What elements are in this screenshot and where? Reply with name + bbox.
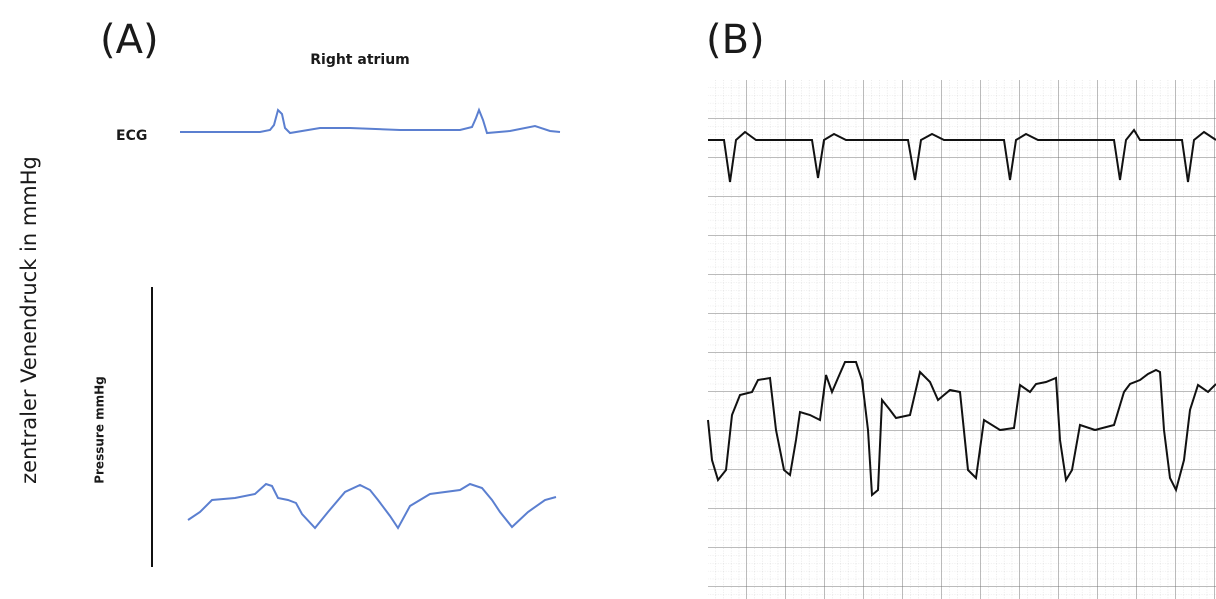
panel-label: (A)	[100, 17, 159, 63]
y-axis-label: zentraler Venendruck in mmHg	[17, 156, 41, 484]
ecg-trace	[180, 110, 560, 133]
axis-label: Pressure mmHg	[93, 376, 107, 484]
grid-paper	[708, 80, 1216, 599]
figure: zentraler Venendruck in mmHg (A) Right a…	[0, 0, 1216, 599]
panel-title: Right atrium	[310, 52, 410, 68]
ecg-label: ECG	[116, 128, 147, 144]
pressure-trace	[188, 484, 556, 528]
panel-label: (B)	[706, 17, 765, 63]
